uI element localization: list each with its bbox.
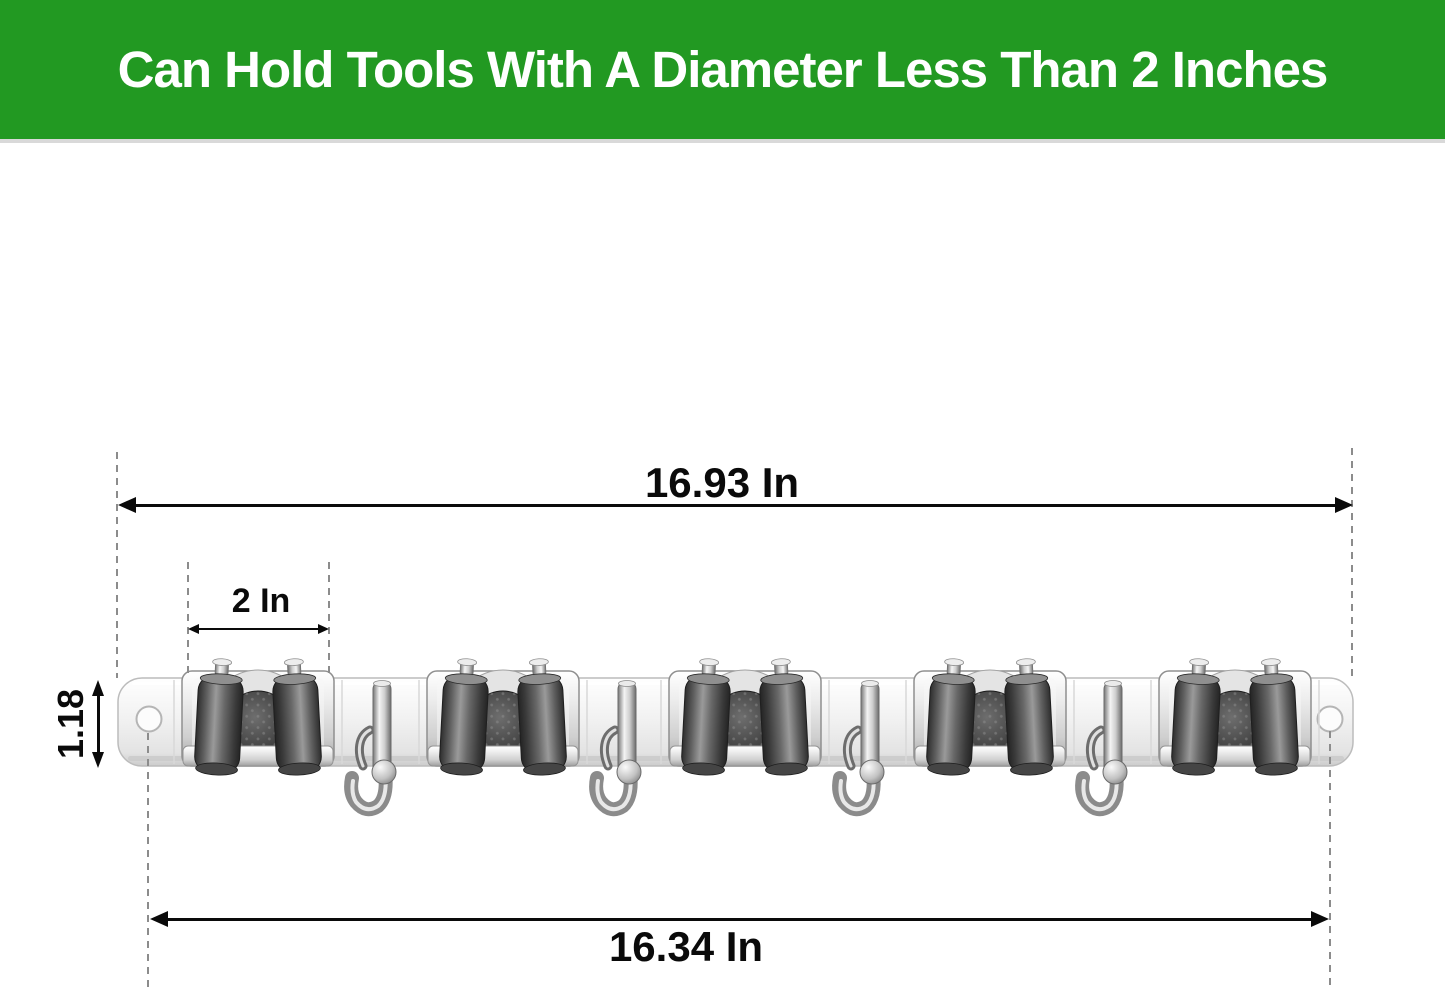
gripper-clamp xyxy=(1151,658,1319,777)
rail-height-label: 1.18 xyxy=(50,688,91,760)
extension-line-bottom-right xyxy=(1329,731,1331,987)
extension-line-top-right xyxy=(1351,448,1353,678)
arrowhead-right-icon xyxy=(1335,497,1353,513)
overall-width-label: 16.93 In xyxy=(644,459,800,506)
arrowhead-right-icon xyxy=(1311,911,1329,927)
arrowhead-down-icon xyxy=(92,752,104,768)
arrowhead-up-icon xyxy=(92,680,104,696)
gripper-clamp xyxy=(419,658,587,777)
arrowhead-left-icon xyxy=(118,497,136,513)
extension-line-2in-right xyxy=(328,562,330,676)
dimension-clamp-width xyxy=(188,621,329,637)
arrowhead-left-icon xyxy=(188,624,199,634)
gripper-clamp xyxy=(661,658,829,777)
gripper-clamp xyxy=(174,658,342,777)
clamp-width-label: 2 In xyxy=(231,582,291,620)
hole-spacing-label: 16.34 In xyxy=(608,923,764,970)
headline-banner: Can Hold Tools With A Diameter Less Than… xyxy=(0,0,1445,143)
dimension-overall-width xyxy=(118,494,1353,516)
arrowhead-left-icon xyxy=(150,911,168,927)
dimension-hole-spacing xyxy=(150,908,1329,930)
dimension-rail-height xyxy=(89,680,109,768)
gripper-clamp xyxy=(906,658,1074,777)
extension-line-2in-left xyxy=(187,562,189,676)
mounting-hole xyxy=(135,705,163,733)
extension-line-bottom-left xyxy=(147,733,149,990)
dimension-line xyxy=(197,628,320,630)
extension-line-top-left xyxy=(116,452,118,678)
dimension-line xyxy=(133,504,1338,507)
dimension-line xyxy=(165,918,1314,921)
headline-text: Can Hold Tools With A Diameter Less Than… xyxy=(117,41,1329,98)
dimension-line xyxy=(97,691,100,757)
mounting-hole xyxy=(1316,705,1344,733)
arrowhead-right-icon xyxy=(318,624,329,634)
